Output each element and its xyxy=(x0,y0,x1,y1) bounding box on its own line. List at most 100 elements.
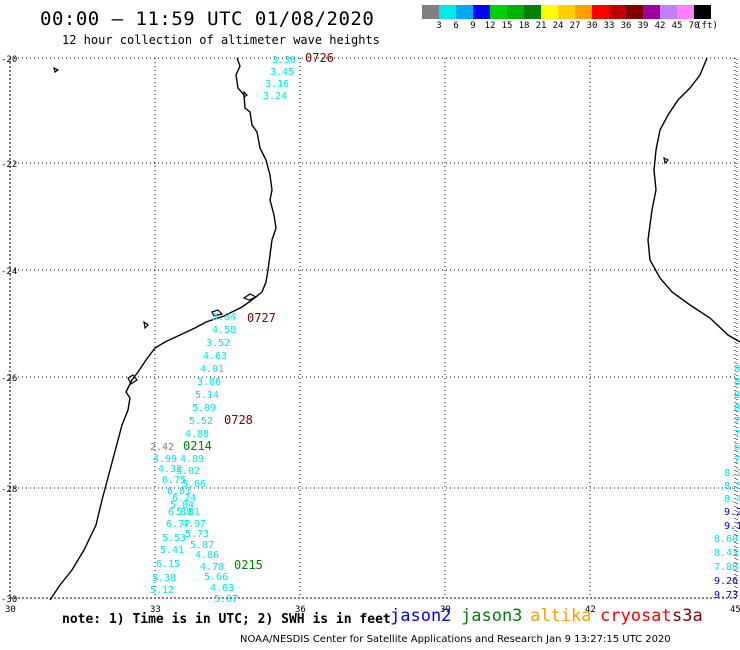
track-time-label: 0727 xyxy=(247,311,276,325)
swh-value: 4.32 xyxy=(158,464,182,475)
satellite-legend-item: jason3 xyxy=(461,606,523,626)
swh-value: 5.02 xyxy=(176,466,200,477)
legend-label: 36 xyxy=(620,21,632,31)
legend-swatch xyxy=(439,5,456,19)
legend-swatch xyxy=(660,5,677,19)
altimeter-track-values: 3.363.453.163.24 0726 3.84 4.58 3.52 4.63 4.01… xyxy=(150,51,740,605)
legend-swatch xyxy=(575,5,592,19)
lon-label: 42 xyxy=(585,605,596,615)
track-time-label: 0728 xyxy=(224,413,253,427)
color-legend: 3 6 9 12 15 18 21 24 27 30 33 36 39 42 45 70 (ft) xyxy=(422,5,718,31)
page-title: 00:00 – 11:59 UTC 01/08/2020 xyxy=(40,8,375,30)
swh-value: 8. xyxy=(734,403,740,414)
legend-label: 3 xyxy=(436,21,442,31)
legend-label: 70 xyxy=(688,21,700,31)
swh-value: 7.88 xyxy=(714,562,738,573)
swh-value: 6.15 xyxy=(156,559,180,570)
swh-value: 6.81 xyxy=(167,486,191,497)
swh-value: 5.73 xyxy=(185,529,209,540)
legend-label: 24 xyxy=(552,21,564,31)
swh-value: 8. xyxy=(734,390,740,401)
swh-value: 6.24 xyxy=(172,493,196,504)
swh-value: 4.63 xyxy=(203,351,227,362)
swh-value: 8. xyxy=(734,364,740,375)
legend-swatch xyxy=(490,5,507,19)
lat-label: -28 xyxy=(1,485,17,495)
swh-value: 9.73 xyxy=(714,590,738,601)
legend-swatches xyxy=(422,5,711,19)
credit-line: NOAA/NESDIS Center for Satellite Applica… xyxy=(240,634,671,645)
swh-value: 6.88 xyxy=(168,507,192,518)
swh-value: 3.36 xyxy=(272,55,296,66)
swh-value: 5.12 xyxy=(150,585,174,596)
coastline-madagascar xyxy=(647,57,740,343)
swh-value: 3.52 xyxy=(206,338,230,349)
legend-label: 18 xyxy=(518,21,530,31)
swh-value: 5.09 xyxy=(192,403,216,414)
swh-value: 5.53 xyxy=(162,533,186,544)
swh-value: 5.66 xyxy=(204,572,228,583)
swh-value: 5.66 xyxy=(182,479,206,490)
swh-value: 6.77 xyxy=(166,519,190,530)
swh-value: 7. xyxy=(734,429,740,440)
lat-label: -30 xyxy=(1,595,17,605)
lat-lon-grid xyxy=(9,57,738,599)
swh-value: 4.86 xyxy=(195,550,219,561)
swh-value: 3.84 xyxy=(212,312,236,323)
swh-value: 8. xyxy=(734,377,740,388)
satellite-legend-item: s3a xyxy=(672,606,703,626)
lon-label: 30 xyxy=(5,605,16,615)
legend-swatch xyxy=(473,5,490,19)
legend-label: 9 xyxy=(470,21,476,31)
swh-value: 4.99 xyxy=(153,454,177,465)
legend-label: 12 xyxy=(484,21,496,31)
legend-swatch xyxy=(592,5,609,19)
swh-value: 7. xyxy=(734,416,740,427)
swh-value: 2.42 xyxy=(150,442,174,453)
legend-swatch xyxy=(694,5,711,19)
legend-swatch xyxy=(626,5,643,19)
island-shapes xyxy=(53,66,670,385)
legend-swatch xyxy=(643,5,660,19)
swh-value: 6.75 xyxy=(162,475,186,486)
satellite-legend-item: cryosat xyxy=(600,606,672,626)
lon-label: 36 xyxy=(295,605,306,615)
swh-value: 3.86 xyxy=(197,377,221,388)
page-subtitle: 12 hour collection of altimeter wave hei… xyxy=(62,33,380,47)
legend-swatch xyxy=(456,5,473,19)
swh-value: 4.01 xyxy=(200,364,224,375)
swh-value: 3.24 xyxy=(263,91,287,102)
lat-label: -24 xyxy=(1,267,17,277)
legend-swatch xyxy=(677,5,694,19)
swh-value: 6. xyxy=(734,442,740,453)
track-time-label: 0214 xyxy=(183,439,212,453)
swh-value: 4.97 xyxy=(182,519,206,530)
legend-swatch xyxy=(609,5,626,19)
footnote: note: 1) Time is in UTC; 2) SWH is in fe… xyxy=(62,612,391,627)
swh-value: 4.89 xyxy=(180,454,204,465)
swh-value: 9.1 xyxy=(724,521,740,532)
swh-value: 5.81 xyxy=(176,507,200,518)
swh-value: 7. xyxy=(734,455,740,466)
map-frame xyxy=(9,57,738,599)
swh-value: 4.63 xyxy=(210,583,234,594)
legend-label: 15 xyxy=(501,21,513,31)
legend-labels: 3 6 9 12 15 18 21 24 27 30 33 36 39 42 45 70 (ft) xyxy=(422,21,740,35)
lat-label: -22 xyxy=(1,160,17,170)
swh-value: 4.58 xyxy=(212,325,236,336)
track-time-label: 0726 xyxy=(305,51,334,65)
coastline-africa xyxy=(49,57,277,601)
legend-swatch xyxy=(541,5,558,19)
legend-label: 30 xyxy=(586,21,598,31)
swh-value: 8.43 xyxy=(714,548,738,559)
legend-label: 45 xyxy=(671,21,683,31)
swh-value: 3.16 xyxy=(265,79,289,90)
legend-swatch xyxy=(507,5,524,19)
swh-value: 5.87 xyxy=(214,594,238,605)
swh-value: 8.5 xyxy=(724,481,740,492)
swh-value: 5.38 xyxy=(152,573,176,584)
legend-swatch xyxy=(558,5,575,19)
lat-label: -26 xyxy=(1,374,17,384)
